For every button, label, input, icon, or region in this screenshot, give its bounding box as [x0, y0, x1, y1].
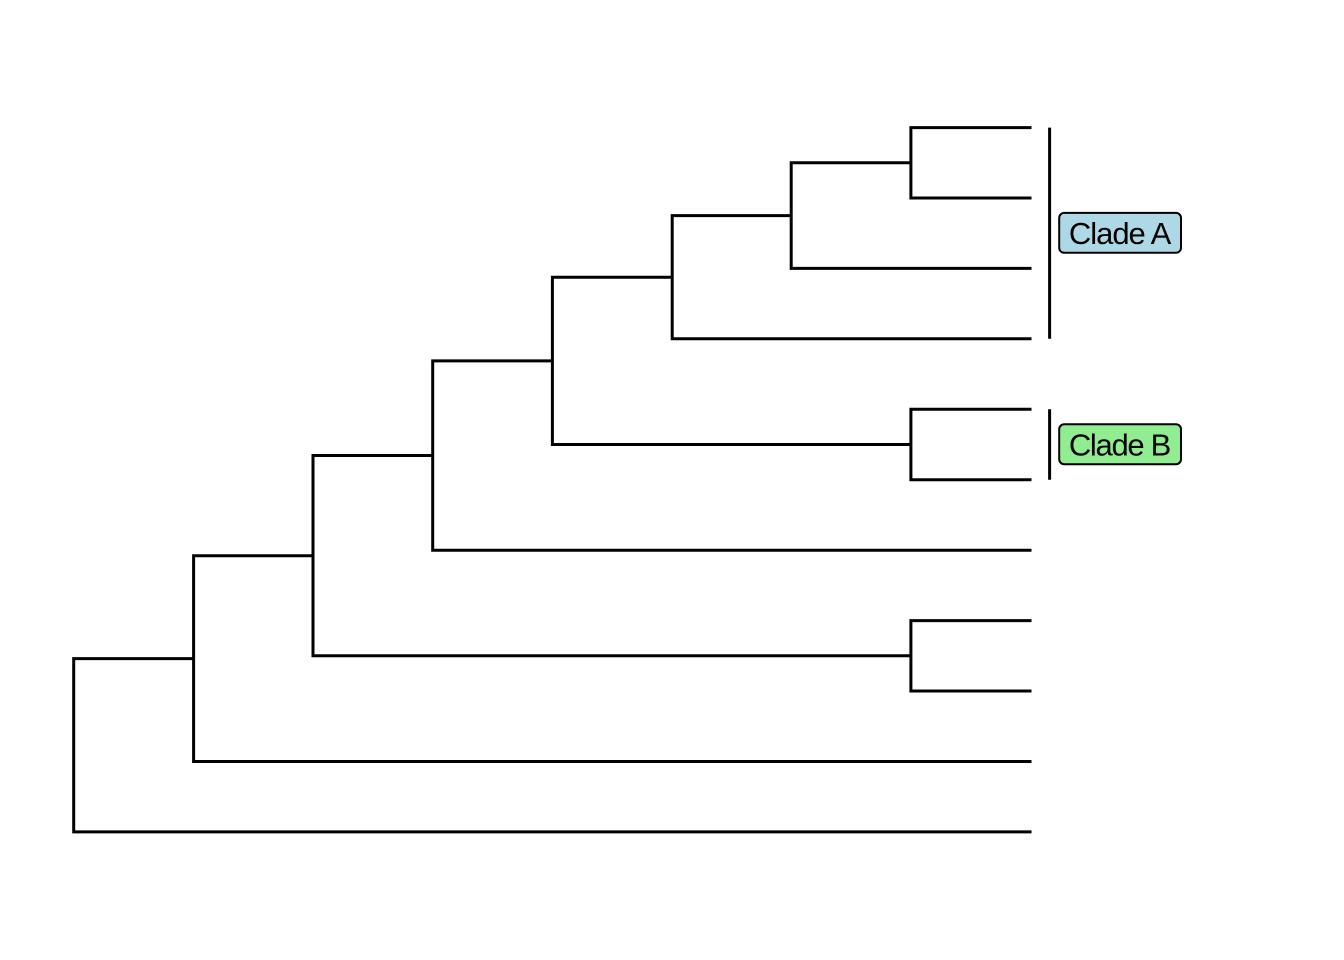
svg-text:Clade A: Clade A — [1069, 216, 1172, 251]
svg-text:Clade B: Clade B — [1069, 427, 1172, 462]
